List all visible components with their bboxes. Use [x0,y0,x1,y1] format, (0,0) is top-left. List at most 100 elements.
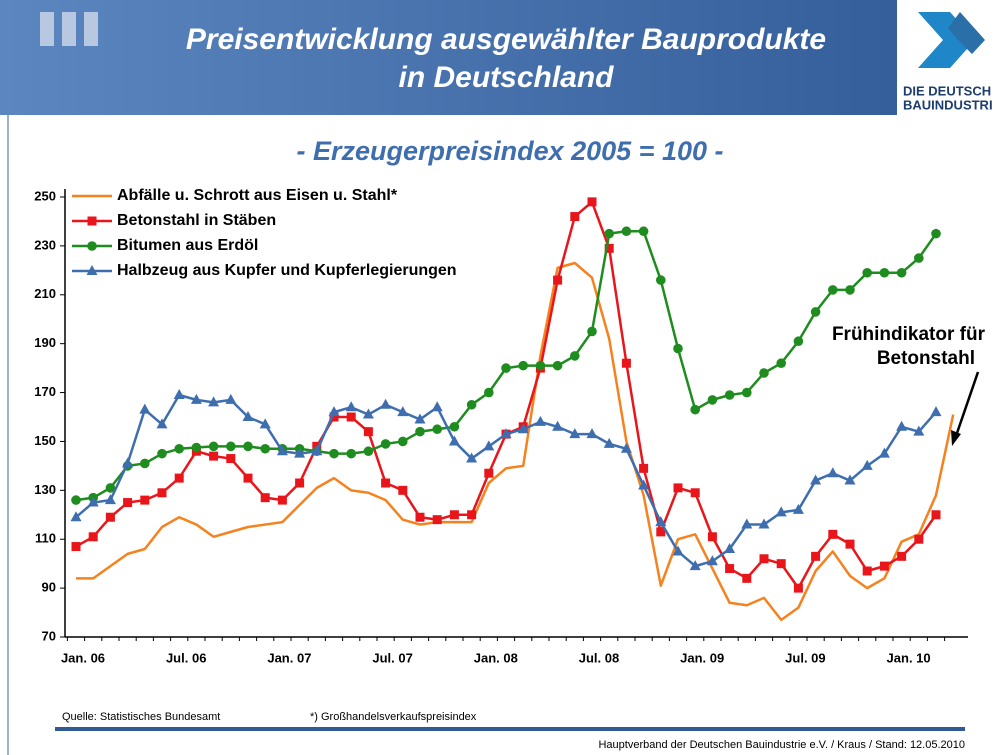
marker [828,529,838,539]
marker [88,532,98,542]
marker [861,459,873,470]
marker [845,285,855,295]
marker [484,387,494,398]
marker [879,561,889,571]
marker [862,267,872,278]
marker [707,395,718,405]
marker [690,404,700,415]
marker [725,564,735,574]
marker [811,551,821,561]
legend-label: Halbzeug aus Kupfer und Kupferlegierunge… [117,262,457,279]
y-tick-label: 230 [34,237,56,252]
subtitle: - Erzeugerpreisindex 2005 = 100 - [297,136,724,166]
marker [587,197,597,207]
marker [810,474,822,485]
marker [741,518,753,529]
marker [209,451,219,461]
y-tick-label: 90 [42,580,56,595]
marker [810,307,821,317]
marker [295,478,305,488]
marker [208,441,219,452]
marker [896,420,908,431]
y-tick-label: 210 [34,286,56,301]
marker [276,445,288,456]
y-tick-label: 250 [34,188,56,203]
marker [844,474,856,485]
marker [724,543,736,553]
marker [707,532,717,542]
y-tick-label: 130 [34,482,56,497]
source: Quelle: Statistisches Bundesamt [62,711,220,723]
y-tick-label: 150 [34,433,56,448]
series-line [75,393,937,568]
marker [243,441,253,452]
marker [758,518,770,529]
marker [415,426,425,437]
annotation-arrow [954,371,980,437]
marker [294,447,306,458]
marker [793,583,803,593]
marker [672,545,684,556]
marker [724,390,735,400]
y-tick-label: 170 [34,384,56,399]
logo-shape [948,12,985,54]
marker [792,503,804,514]
marker [690,488,700,498]
marker [484,468,494,478]
marker [105,483,116,493]
marker [913,425,925,436]
marker [604,228,614,239]
marker [570,212,580,222]
marker [621,226,632,237]
marker [742,573,752,583]
marker [896,267,907,278]
marker [226,454,236,464]
marker [122,457,134,468]
marker [656,527,666,537]
marker [380,439,391,449]
marker [570,351,580,361]
marker [260,493,270,503]
marker [174,443,184,454]
marker [759,554,769,564]
marker [897,551,907,561]
marker [518,360,528,371]
marker [86,265,98,275]
y-tick-label: 70 [42,628,56,643]
marker [552,360,563,371]
y-tick-label: 190 [34,335,56,350]
marker [415,512,425,522]
logo-text: BAUINDUSTRI [903,97,993,112]
title: in Deutschland [398,61,614,94]
marker [156,418,168,429]
annotation-arrowhead [951,430,961,446]
header-bar [84,12,98,46]
marker [259,418,271,429]
marker [87,496,99,507]
marker [157,448,167,459]
marker [174,473,184,483]
marker [501,363,511,373]
annotation: Betonstahl [877,348,975,369]
marker [380,398,392,409]
marker [620,442,632,453]
x-tick-label: Jan. 06 [61,650,105,665]
plot: 70 90 110 130 150 170 190 210 230 250 Jan. 06 Jul. … [34,187,968,665]
marker [673,483,683,493]
marker [328,406,340,417]
marker [226,441,236,452]
marker [346,412,356,422]
x-tick-label: Jan. 08 [474,650,518,665]
marker [638,226,649,237]
marker [398,485,408,495]
marker [466,452,478,463]
marker [277,495,287,505]
marker [140,458,150,469]
marker [639,463,649,473]
marker [346,448,357,459]
marker [432,515,442,525]
marker [673,343,683,354]
marker [362,408,374,419]
marker [931,228,941,239]
header-bar [62,12,76,46]
